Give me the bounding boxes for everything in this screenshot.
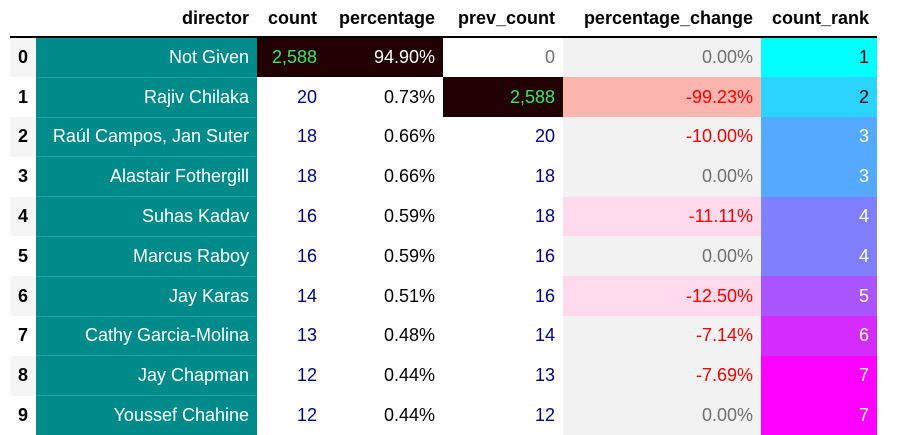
percentage-cell: 0.66% <box>383 126 436 147</box>
percentage-cell: 94.90% <box>325 37 444 78</box>
prev-count-cell: 16 <box>534 245 556 266</box>
prev-count-cell: 12 <box>534 404 556 425</box>
count-cell: 12 <box>296 365 318 386</box>
count-cell: 16 <box>296 245 318 266</box>
header-row: director count percentage prev_count per… <box>10 0 878 38</box>
count-cell: 14 <box>296 285 318 306</box>
percentage-cell: 0.59% <box>383 206 436 227</box>
table-row: 4 Suhas Kadav 16 0.59% 18 -11.11% 4 <box>10 196 878 237</box>
percentage-header: percentage <box>325 0 444 38</box>
count-rank-cell: 1 <box>761 37 878 78</box>
percentage-cell: 0.44% <box>383 365 436 386</box>
director-cell: Not Given <box>36 37 258 78</box>
row-index: 1 <box>10 77 37 118</box>
percentage-change-cell: -12.50% <box>563 276 762 317</box>
count-rank-header: count_rank <box>761 0 878 38</box>
prev-count-cell: 16 <box>534 285 556 306</box>
percentage-change-cell: -11.11% <box>563 196 762 237</box>
percentage-change-cell: -7.14% <box>563 316 762 356</box>
percentage-cell: 0.51% <box>383 285 436 306</box>
count-cell: 12 <box>296 404 318 425</box>
percentage-change-cell: -10.00% <box>563 117 762 157</box>
percentage-change-cell: 0.00% <box>563 236 762 277</box>
director-cell: Alastair Fothergill <box>36 156 258 198</box>
row-index: 9 <box>10 395 37 435</box>
percentage-change-cell: -7.69% <box>563 355 762 396</box>
table-row: 0 Not Given 2,588 94.90% 0 0.00% 1 <box>10 37 878 78</box>
row-index: 5 <box>10 236 37 277</box>
director-cell: Marcus Raboy <box>36 236 258 277</box>
percentage-cell: 0.48% <box>383 325 436 346</box>
index-header <box>10 0 37 38</box>
row-index: 8 <box>10 355 37 396</box>
prev-count-cell: 13 <box>534 365 556 386</box>
percentage-change-header: percentage_change <box>563 0 762 38</box>
prev-count-cell: 2,588 <box>443 77 564 118</box>
count-cell: 16 <box>296 206 318 227</box>
table-row: 6 Jay Karas 14 0.51% 16 -12.50% 5 <box>10 276 878 317</box>
count-rank-cell: 3 <box>761 117 878 157</box>
director-cell: Jay Chapman <box>36 355 258 397</box>
prev-count-cell: 18 <box>534 206 556 227</box>
director-cell: Rajiv Chilaka <box>36 77 258 118</box>
count-rank-cell: 4 <box>761 236 878 277</box>
table-row: 7 Cathy Garcia-Molina 13 0.48% 14 -7.14% 6 <box>10 316 878 357</box>
table-row: 5 Marcus Raboy 16 0.59% 16 0.00% 4 <box>10 236 878 277</box>
count-rank-cell: 3 <box>761 156 878 197</box>
table-body: 0 Not Given 2,588 94.90% 0 0.00% 1 1 Rajiv Chila… <box>10 37 878 435</box>
prev-count-header: prev_count <box>443 0 564 38</box>
director-header: director <box>36 0 258 38</box>
percentage-change-cell: 0.00% <box>563 395 762 435</box>
director-cell: Youssef Chahine <box>36 395 258 435</box>
table-header: director count percentage prev_count per… <box>10 0 878 38</box>
percentage-change-cell: 0.00% <box>563 156 762 197</box>
table-row: 8 Jay Chapman 12 0.44% 13 -7.69% 7 <box>10 355 878 397</box>
percentage-cell: 0.73% <box>383 86 436 107</box>
data-table: director count percentage prev_count per… <box>10 0 878 435</box>
table-row: 2 Raúl Campos, Jan Suter 18 0.66% 20 -10.00% 3 <box>10 117 878 158</box>
count-header: count <box>257 0 326 38</box>
count-cell: 13 <box>296 325 318 346</box>
row-index: 6 <box>10 276 37 317</box>
director-cell: Cathy Garcia-Molina <box>36 316 258 357</box>
count-cell: 18 <box>296 126 318 147</box>
count-rank-cell: 7 <box>761 355 878 396</box>
row-index: 2 <box>10 117 37 157</box>
percentage-cell: 0.44% <box>383 404 436 425</box>
count-rank-cell: 4 <box>761 196 878 237</box>
count-rank-cell: 7 <box>761 395 878 435</box>
count-rank-cell: 5 <box>761 276 878 317</box>
director-cell: Raúl Campos, Jan Suter <box>36 117 258 158</box>
prev-count-cell: 18 <box>534 166 556 187</box>
count-cell: 2,588 <box>257 37 326 78</box>
count-rank-cell: 6 <box>761 316 878 356</box>
row-index: 4 <box>10 196 37 237</box>
percentage-cell: 0.59% <box>383 245 436 266</box>
count-rank-cell: 2 <box>761 77 878 118</box>
row-index: 7 <box>10 316 37 356</box>
table-row: 3 Alastair Fothergill 18 0.66% 18 0.00% 3 <box>10 156 878 198</box>
count-cell: 20 <box>296 86 318 107</box>
prev-count-cell: 14 <box>534 325 556 346</box>
percentage-change-cell: 0.00% <box>563 37 762 78</box>
row-index: 3 <box>10 156 37 197</box>
row-index: 0 <box>10 37 37 78</box>
count-cell: 18 <box>296 166 318 187</box>
percentage-change-cell: -99.23% <box>563 77 762 118</box>
percentage-cell: 0.66% <box>383 166 436 187</box>
table-row: 9 Youssef Chahine 12 0.44% 12 0.00% 7 <box>10 395 878 435</box>
prev-count-cell: 0 <box>545 47 556 68</box>
table-row: 1 Rajiv Chilaka 20 0.73% 2,588 -99.23% 2 <box>10 77 878 118</box>
prev-count-cell: 20 <box>534 126 556 147</box>
director-cell: Jay Karas <box>36 276 258 317</box>
director-cell: Suhas Kadav <box>36 196 258 237</box>
